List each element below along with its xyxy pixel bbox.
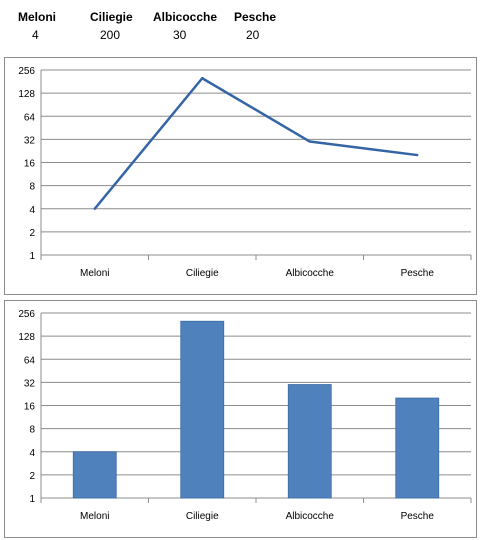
data-point — [201, 77, 204, 80]
y-tick-label: 16 — [24, 159, 36, 170]
data-table: Meloni 4 Ciliegie 200 Albicocche 30 Pesc… — [0, 0, 480, 52]
bar-chart-panel: 1 2 4 8 16 32 64 128 256 Meloni Ciliegie Albicocche… — [4, 300, 477, 538]
y-tick-label: 256 — [18, 66, 35, 77]
bar — [72, 451, 117, 499]
y-tick-label: 1 — [29, 494, 35, 505]
x-tick-label: Albicocche — [286, 511, 335, 522]
x-tick-label: Ciliegie — [186, 511, 219, 522]
bar — [395, 397, 440, 499]
x-tick-label: Ciliegie — [186, 268, 219, 279]
y-tick-label: 2 — [29, 471, 35, 482]
y-tick-label: 4 — [29, 205, 35, 216]
table-header: Pesche — [234, 10, 277, 24]
y-tick-label: 256 — [18, 309, 35, 320]
line-chart-panel: 1 2 4 8 16 32 64 128 256 Meloni Ciliegie Albicocche… — [4, 57, 477, 295]
x-tick-label: Meloni — [80, 268, 109, 279]
bar-chart: 1 2 4 8 16 32 64 128 256 Meloni Ciliegie Albicocche… — [18, 309, 472, 522]
y-tick-label: 4 — [29, 448, 35, 459]
x-tick-label: Meloni — [80, 511, 109, 522]
table-value: 30 — [173, 28, 187, 42]
bar — [180, 320, 225, 499]
y-tick-label: 128 — [18, 332, 35, 343]
table-header: Ciliegie — [90, 10, 133, 24]
line-chart: 1 2 4 8 16 32 64 128 256 Meloni Ciliegie Albicocche… — [18, 66, 472, 279]
y-tick-label: 32 — [24, 378, 36, 389]
data-point — [308, 140, 311, 143]
y-tick-label: 2 — [29, 228, 35, 239]
series-line — [93, 76, 418, 210]
data-point — [93, 207, 96, 210]
y-tick-label: 16 — [24, 402, 36, 413]
bar — [287, 384, 332, 499]
table-value: 20 — [246, 28, 260, 42]
table-column-albicocche: Albicocche 30 — [153, 10, 243, 42]
x-tick-label: Pesche — [401, 268, 435, 279]
y-tick-label: 32 — [24, 135, 36, 146]
y-tick-label: 1 — [29, 251, 35, 262]
y-tick-label: 64 — [24, 112, 36, 123]
table-value: 200 — [100, 28, 121, 42]
x-tick-label: Albicocche — [286, 268, 335, 279]
table-header: Meloni — [18, 10, 56, 24]
y-tick-label: 64 — [24, 355, 36, 366]
table-column-meloni: Meloni 4 — [18, 10, 108, 42]
table-column-pesche: Pesche 20 — [234, 10, 324, 42]
table-value: 4 — [32, 28, 39, 42]
data-point — [416, 153, 419, 157]
y-tick-label: 8 — [29, 182, 35, 193]
table-header: Albicocche — [153, 10, 218, 24]
x-tick-label: Pesche — [401, 511, 435, 522]
y-tick-label: 128 — [18, 89, 35, 100]
table-column-ciliegie: Ciliegie 200 — [90, 10, 180, 42]
y-tick-label: 8 — [29, 425, 35, 436]
